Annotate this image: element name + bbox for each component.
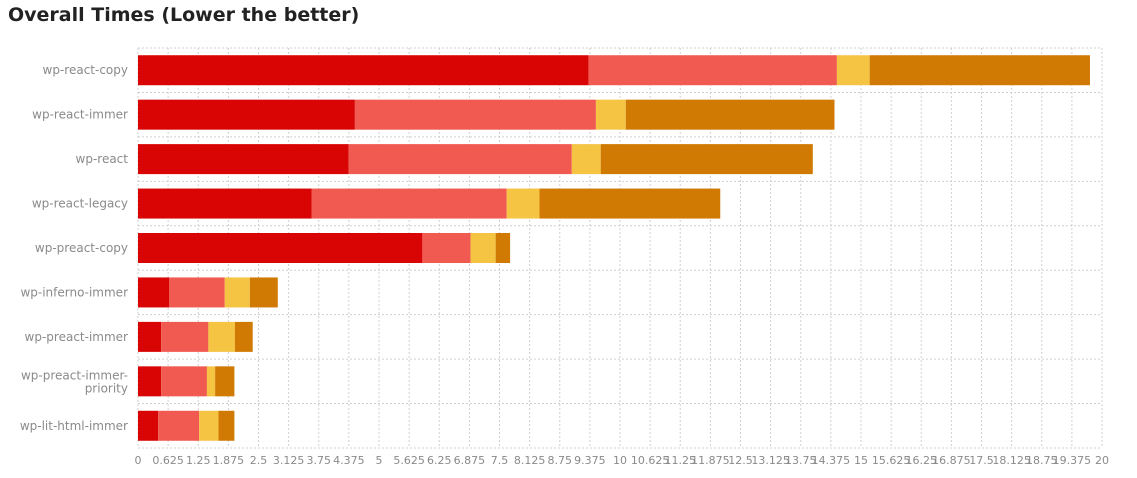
x-tick-label: 9.375 <box>574 454 606 467</box>
x-tick-label: 13.125 <box>751 454 790 467</box>
x-tick-label: 10 <box>613 454 627 467</box>
bar-segment <box>625 99 835 130</box>
bar-segment <box>571 144 601 175</box>
x-tick-label: 16.25 <box>906 454 938 467</box>
bar-segment <box>348 144 572 175</box>
bar-segment <box>158 410 200 441</box>
x-tick-label: 10.625 <box>631 454 670 467</box>
x-tick-label: 8.125 <box>514 454 546 467</box>
category-label: wp-preact-immer <box>25 330 129 344</box>
bar-segment <box>169 277 225 308</box>
x-tick-label: 6.25 <box>427 454 452 467</box>
x-tick-labels: 0 0.625 1.25 1.875 2.5 3.125 3.75 4.375 5 5.625 6.… <box>135 454 1110 467</box>
bar-segment <box>234 321 253 352</box>
category-labels: wp-react-copy wp-react-immer wp-react wp-re… <box>20 63 128 433</box>
category-label: wp-react-immer <box>32 108 128 122</box>
x-tick-label: 14.375 <box>812 454 851 467</box>
x-tick-label: 11.875 <box>691 454 730 467</box>
x-tick-label: 2.5 <box>250 454 268 467</box>
category-label: wp-lit-html-immer <box>20 419 128 433</box>
bars <box>138 55 1090 441</box>
x-tick-label: 1.875 <box>213 454 245 467</box>
bar-segment <box>422 233 471 263</box>
bar-segment <box>215 366 235 397</box>
bar-segment <box>138 410 159 441</box>
x-tick-label: 15.625 <box>872 454 911 467</box>
bar-segment <box>161 321 209 352</box>
x-tick-label: 18.75 <box>1026 454 1058 467</box>
bar-segment <box>218 410 235 441</box>
bar-segment <box>208 321 235 352</box>
bar-segment <box>138 366 162 397</box>
bar-segment <box>138 277 170 308</box>
category-label: wp-preact-copy <box>35 241 128 255</box>
x-tick-label: 13.75 <box>785 454 817 467</box>
category-label: wp-react <box>76 152 129 166</box>
x-tick-label: 19.375 <box>1053 454 1092 467</box>
category-label: wp-react-legacy <box>32 197 128 211</box>
bar-segment <box>161 366 207 397</box>
bar-segment <box>138 321 162 352</box>
bar-segment <box>138 233 423 263</box>
x-tick-label: 8.75 <box>548 454 573 467</box>
x-tick-label: 6.875 <box>454 454 486 467</box>
x-tick-label: 11.25 <box>665 454 697 467</box>
x-tick-label: 12.5 <box>728 454 753 467</box>
bar-segment <box>206 366 216 397</box>
x-tick-label: 4.375 <box>333 454 365 467</box>
bar-segment <box>869 55 1090 86</box>
bar-segment <box>506 188 540 219</box>
bar-segment <box>311 188 507 219</box>
category-label-line: priority <box>85 381 128 395</box>
x-tick-label: 3.75 <box>307 454 332 467</box>
category-label: wp-inferno-immer <box>20 285 128 299</box>
x-tick-label: 5 <box>376 454 383 467</box>
x-tick-label: 3.125 <box>273 454 305 467</box>
bar-segment <box>836 55 870 86</box>
bar-segment <box>138 99 355 130</box>
x-tick-label: 20 <box>1095 454 1109 467</box>
x-tick-label: 0.625 <box>152 454 184 467</box>
x-tick-label: 0 <box>135 454 142 467</box>
bar-segment <box>595 99 626 130</box>
bar-segment <box>249 277 278 308</box>
x-tick-label: 17.5 <box>969 454 994 467</box>
category-label: wp-react-copy <box>43 63 128 77</box>
x-tick-label: 18.125 <box>992 454 1031 467</box>
bar-segment <box>199 410 219 441</box>
chart-title: Overall Times (Lower the better) <box>8 4 360 26</box>
bar-segment <box>224 277 250 308</box>
bar-segment <box>495 233 511 263</box>
category-label-line: wp-preact-immer- <box>21 368 128 382</box>
bar-segment <box>138 144 349 175</box>
category-label: wp-preact-immer-priority <box>21 368 128 395</box>
bar-segment <box>539 188 721 219</box>
bar-segment <box>600 144 813 175</box>
x-tick-label: 1.25 <box>186 454 211 467</box>
x-tick-label: 5.625 <box>393 454 425 467</box>
bar-segment <box>470 233 496 263</box>
bar-segment <box>138 55 589 86</box>
bar-segment <box>588 55 837 86</box>
x-tick-label: 16.875 <box>932 454 971 467</box>
x-tick-label: 15 <box>854 454 868 467</box>
bar-segment <box>138 188 312 219</box>
x-tick-label: 7.5 <box>491 454 509 467</box>
bar-segment <box>354 99 596 130</box>
